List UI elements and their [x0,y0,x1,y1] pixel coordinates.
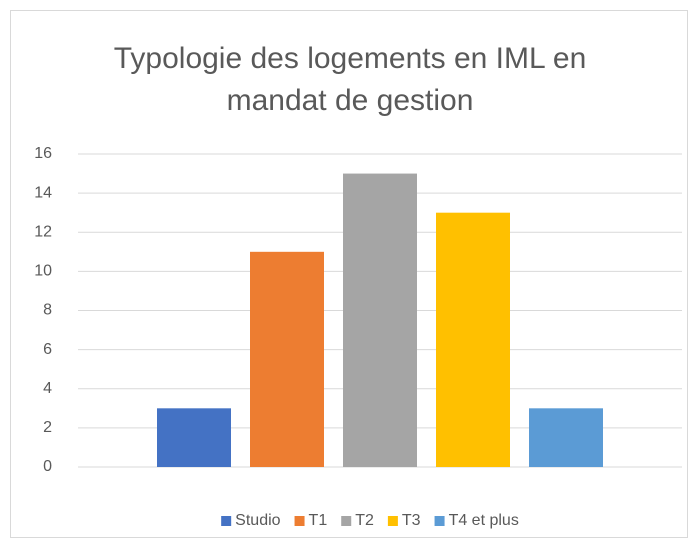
y-tick-label: 6 [43,341,52,358]
chart-title: Typologie des logements en IML en mandat… [113,42,587,117]
legend-label: T2 [355,512,374,529]
chart-border [10,10,688,538]
legend-label: T4 et plus [449,512,519,529]
legend-label: T1 [309,512,328,529]
legend-swatch [341,516,352,526]
legend-swatch [294,516,305,526]
y-tick-label: 2 [43,419,52,436]
legend-swatch [221,516,232,526]
y-tick-label: 8 [43,302,52,319]
legend-swatch [387,516,398,526]
y-tick-label: 16 [34,145,52,162]
legend-label: T3 [402,512,421,529]
y-tick-label: 14 [34,184,52,201]
y-tick-label: 12 [34,223,52,240]
legend-label: Studio [235,512,280,529]
bar [529,408,603,467]
y-tick-label: 4 [43,380,52,397]
bar [436,212,510,467]
bar [157,408,231,467]
bar [250,251,324,467]
y-tick-label: 10 [34,263,52,280]
bar [343,173,417,467]
legend-swatch [434,516,445,526]
y-tick-label: 0 [43,458,52,475]
